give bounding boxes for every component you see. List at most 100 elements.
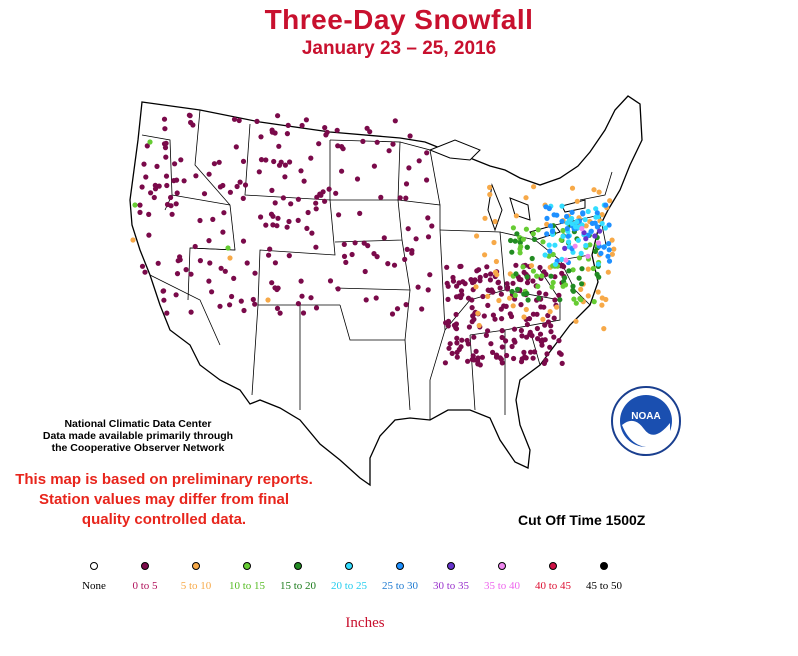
legend-item: 25 to 30 (372, 562, 428, 592)
station-marker (524, 244, 530, 250)
legend-label: 20 to 25 (330, 580, 368, 592)
station-marker (187, 113, 193, 119)
station-marker (480, 293, 486, 300)
station-marker (282, 162, 288, 168)
station-marker (206, 171, 212, 177)
station-marker (449, 350, 455, 356)
station-marker (512, 238, 518, 244)
station-marker (544, 231, 550, 237)
station-marker (481, 313, 487, 319)
station-marker (521, 314, 527, 320)
station-marker (550, 251, 556, 258)
station-marker (234, 183, 240, 190)
station-marker (269, 129, 275, 135)
cutoff-time: Cut Off Time 1500Z (518, 512, 646, 528)
station-marker (574, 198, 580, 204)
station-marker (474, 233, 480, 239)
station-marker (560, 233, 566, 239)
station-marker (592, 248, 599, 254)
station-marker (469, 305, 475, 311)
station-marker (240, 238, 247, 244)
station-marker (425, 287, 431, 293)
station-marker (465, 295, 472, 301)
station-marker (585, 293, 591, 299)
station-marker (570, 267, 576, 273)
station-marker (579, 266, 585, 272)
legend-item: 15 to 20 (270, 562, 326, 592)
station-marker (541, 269, 547, 275)
station-marker (454, 340, 460, 346)
station-marker (374, 139, 380, 145)
station-marker (282, 174, 288, 180)
station-marker (177, 254, 183, 260)
station-marker (552, 261, 559, 267)
station-marker (483, 272, 489, 279)
station-marker (252, 301, 258, 307)
map-title: Three-Day Snowfall (264, 4, 534, 35)
station-marker (581, 230, 587, 236)
station-marker (576, 275, 582, 281)
station-marker (143, 174, 149, 180)
station-marker (583, 236, 589, 242)
station-marker (520, 236, 527, 242)
station-marker (161, 297, 167, 303)
legend-item: 40 to 45 (525, 562, 581, 592)
station-marker (475, 310, 481, 316)
station-marker (156, 183, 162, 189)
station-marker (139, 184, 145, 190)
station-marker (594, 210, 600, 216)
station-marker (168, 194, 174, 201)
station-marker (445, 296, 451, 302)
station-marker (357, 210, 363, 216)
station-marker (267, 246, 273, 252)
station-marker (569, 209, 575, 215)
station-marker (470, 313, 476, 319)
station-marker (517, 246, 523, 252)
legend-swatch (498, 562, 506, 570)
station-marker (188, 271, 194, 277)
station-marker (510, 303, 516, 309)
station-marker (241, 307, 247, 314)
station-marker (543, 291, 549, 297)
station-marker (275, 113, 281, 119)
legend-item: 35 to 40 (474, 562, 530, 592)
station-marker (499, 334, 505, 341)
station-marker (535, 227, 541, 233)
legend-swatch (90, 562, 98, 570)
station-marker (252, 270, 258, 276)
station-marker (341, 241, 347, 247)
legend: None 0 to 5 5 to 10 10 to 15 15 to 20 20 to 2… (80, 562, 780, 602)
station-marker (534, 325, 541, 332)
legend-item: 30 to 35 (423, 562, 479, 592)
station-marker (523, 195, 529, 201)
legend-swatch (243, 562, 251, 570)
station-marker (462, 281, 468, 287)
us-outline (129, 95, 643, 487)
station-marker (544, 221, 550, 227)
credit-line-2: Data made available primarily through (42, 430, 234, 442)
station-marker (327, 278, 334, 284)
station-marker (263, 222, 269, 228)
station-marker (458, 288, 465, 294)
station-marker (295, 196, 301, 202)
station-marker (511, 337, 517, 343)
station-marker (540, 316, 546, 322)
station-marker (394, 306, 401, 312)
station-marker (276, 162, 283, 168)
station-marker (233, 144, 239, 150)
station-marker (517, 250, 523, 256)
station-marker (381, 235, 387, 241)
station-marker (523, 355, 529, 361)
station-marker (181, 178, 187, 184)
station-marker (303, 117, 309, 123)
station-marker (197, 258, 203, 264)
station-marker (389, 311, 396, 317)
station-marker (457, 263, 463, 270)
station-marker (520, 264, 526, 270)
legend-item: 45 to 50 (576, 562, 632, 592)
station-marker (373, 295, 379, 301)
station-marker (557, 297, 563, 303)
station-marker (509, 249, 515, 255)
station-marker (548, 323, 554, 329)
station-marker (514, 231, 520, 237)
